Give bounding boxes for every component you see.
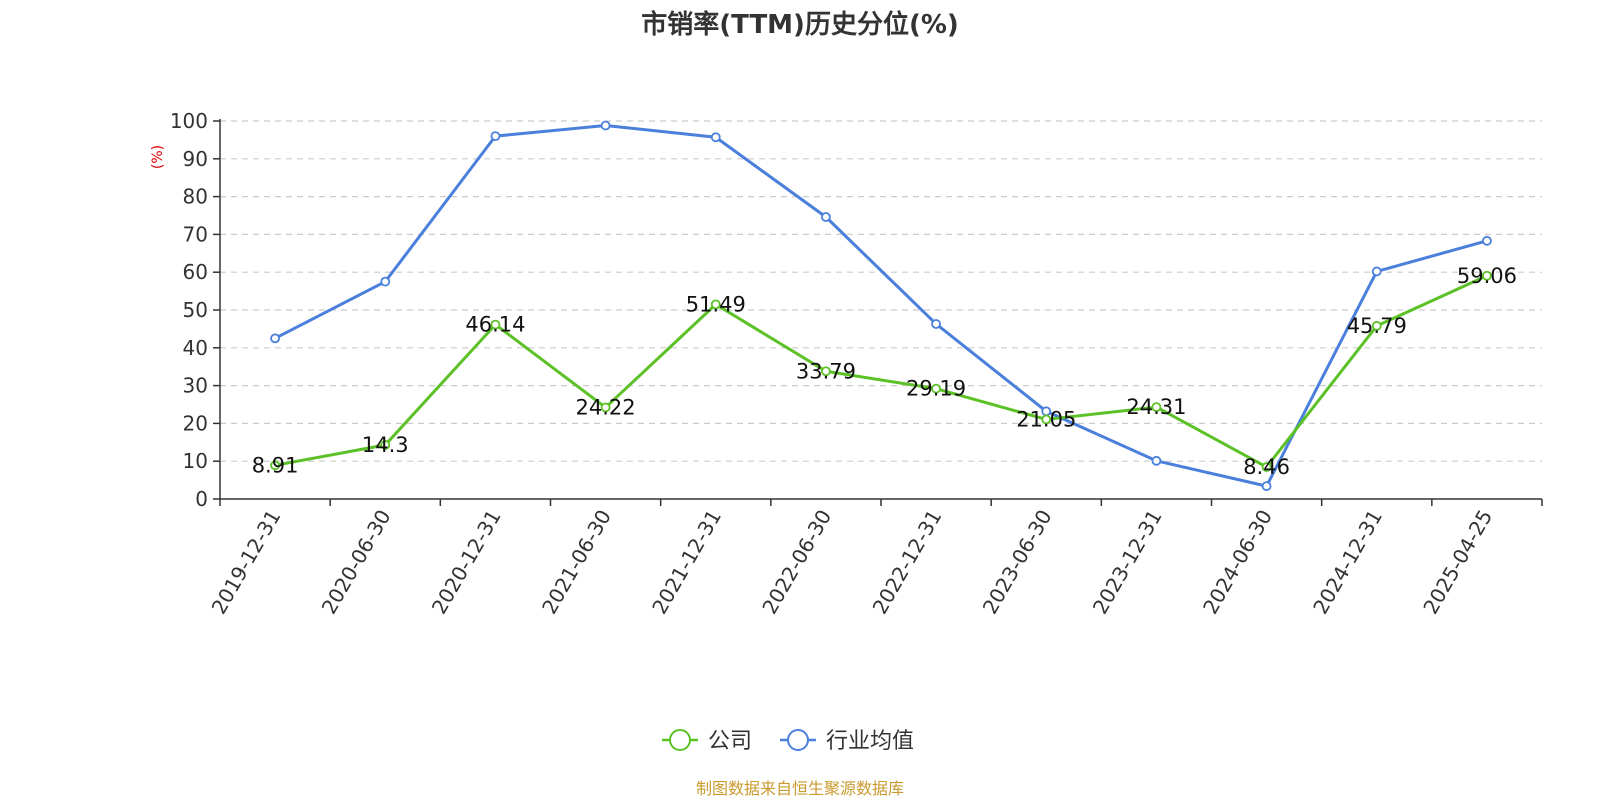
data-point[interactable]	[1151, 455, 1162, 466]
data-point[interactable]	[490, 131, 501, 142]
y-tick-label: 40	[183, 336, 208, 360]
y-tick-label: 60	[183, 260, 208, 284]
data-label: 46.14	[465, 313, 525, 337]
series-line-0	[274, 274, 1488, 469]
x-tick-label: 2020-06-30	[317, 506, 396, 619]
x-tick-label: 2021-12-31	[647, 506, 726, 619]
x-tick-label: 2022-12-31	[868, 505, 947, 618]
y-tick-label: 80	[183, 185, 208, 209]
data-point[interactable]	[1261, 481, 1272, 492]
data-point[interactable]	[270, 333, 280, 344]
data-point[interactable]	[600, 120, 611, 131]
y-tick-label: 20	[183, 411, 208, 435]
x-tick-label: 2025-04-25	[1418, 506, 1497, 619]
data-point[interactable]	[1261, 462, 1272, 472]
legend-marker-icon	[787, 729, 809, 751]
y-tick-label: 70	[183, 222, 208, 246]
series-layer	[270, 120, 1492, 492]
data-label: 59.06	[1457, 264, 1517, 288]
data-point[interactable]	[710, 299, 721, 310]
data-label: 8.46	[1243, 455, 1290, 479]
data-label: 21.05	[1016, 407, 1076, 431]
legend-item-1[interactable]: 行业均值	[780, 729, 914, 754]
data-label: 24.31	[1126, 395, 1186, 419]
y-tick-label: 90	[183, 147, 208, 171]
x-tick-label: 2022-06-30	[757, 506, 836, 619]
data-point[interactable]	[600, 402, 611, 413]
x-tick-label: 2024-06-30	[1198, 506, 1277, 619]
data-label: 8.91	[252, 453, 299, 477]
x-tick-label: 2020-12-31	[427, 505, 506, 618]
data-point[interactable]	[1151, 402, 1162, 413]
y-tick-label: 100	[170, 109, 208, 133]
data-point[interactable]	[1371, 321, 1382, 331]
data-point[interactable]	[490, 319, 501, 330]
data-point[interactable]	[931, 383, 941, 394]
x-tick-label: 2024-12-31	[1308, 506, 1387, 619]
source-note: 制图数据来自恒生聚源数据库	[696, 779, 904, 798]
legend-label: 公司	[708, 729, 752, 754]
data-point[interactable]	[710, 132, 721, 143]
data-point[interactable]	[1482, 235, 1492, 246]
y-tick-label: 30	[183, 374, 208, 398]
data-label: 33.79	[796, 359, 856, 383]
data-label: 51.49	[686, 292, 746, 316]
y-tick-label: 10	[183, 449, 208, 473]
data-point[interactable]	[821, 366, 831, 377]
data-point[interactable]	[931, 319, 941, 329]
data-point[interactable]	[1482, 270, 1492, 281]
x-tick-label: 2023-12-31	[1088, 506, 1167, 619]
legend-marker-icon	[669, 729, 691, 751]
data-point[interactable]	[1371, 266, 1382, 277]
series-line-1	[274, 124, 1488, 488]
data-point[interactable]	[380, 440, 391, 450]
data-label: 24.22	[576, 395, 636, 419]
x-tick-label: 2023-06-30	[978, 506, 1057, 619]
x-tick-label: 2019-12-31	[207, 506, 286, 619]
data-point[interactable]	[1041, 414, 1052, 425]
data-point[interactable]	[380, 276, 391, 287]
chart-title: 市销率(TTM)历史分位(%)	[641, 9, 959, 40]
legend-item-0[interactable]: 公司	[662, 729, 752, 754]
legend-label: 行业均值	[826, 729, 914, 754]
y-tick-label: 50	[183, 298, 208, 322]
y-tick-label: 0	[195, 487, 208, 511]
y-axis-label: (%)	[150, 145, 166, 169]
x-tick-label: 2021-06-30	[537, 506, 616, 619]
legend[interactable]: 公司 行业均值	[662, 729, 914, 754]
data-labels: 8.91 14.3 46.14 24.22 51.49 33.79 29.19 21.05 24…	[252, 264, 1517, 479]
data-label: 29.19	[906, 377, 966, 401]
data-point[interactable]	[821, 212, 831, 222]
data-point[interactable]	[270, 460, 280, 471]
data-label: 45.79	[1347, 314, 1407, 338]
data-label: 14.3	[362, 433, 409, 457]
